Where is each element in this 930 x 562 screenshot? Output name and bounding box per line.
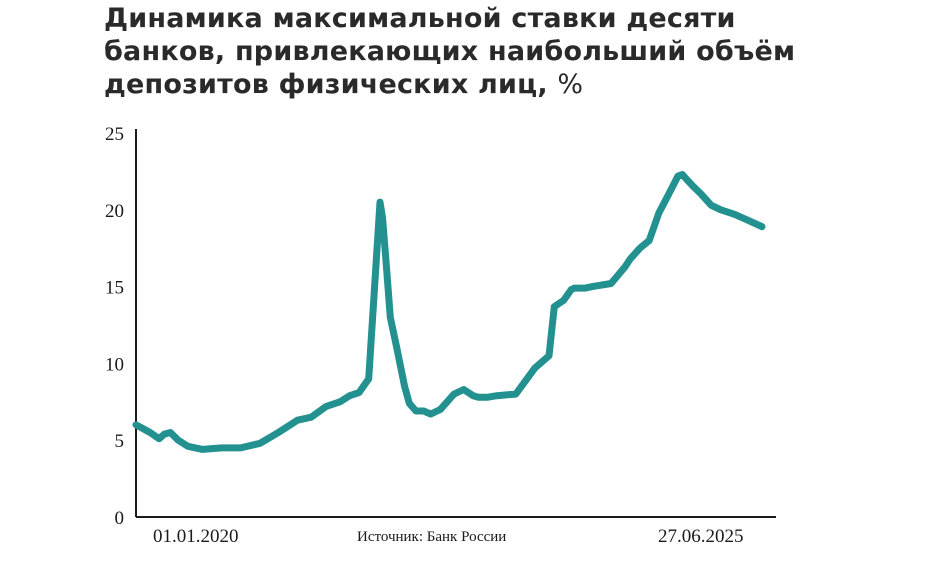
x-end-label: 27.06.2025: [658, 526, 744, 547]
y-tick-label: 15: [105, 278, 124, 299]
chart-title-unit: %: [557, 69, 584, 100]
chart-title: Динамика максимальной ставки десяти банк…: [104, 2, 804, 101]
y-tick-label: 20: [105, 201, 124, 222]
y-tick-label: 0: [115, 508, 125, 529]
y-tick-labels: 0 5 10 15 20 25: [105, 124, 124, 529]
chart-series: [132, 171, 766, 453]
y-tick-label: 10: [105, 354, 124, 375]
x-start-label: 01.01.2020: [153, 526, 239, 547]
y-tick-label: 5: [115, 431, 125, 452]
y-tick-label: 25: [105, 124, 124, 145]
series-line: [132, 171, 766, 453]
chart-axes: [135, 129, 776, 518]
chart-title-text: Динамика максимальной ставки десяти банк…: [104, 3, 796, 100]
source-note: Источник: Банк России: [357, 529, 506, 545]
